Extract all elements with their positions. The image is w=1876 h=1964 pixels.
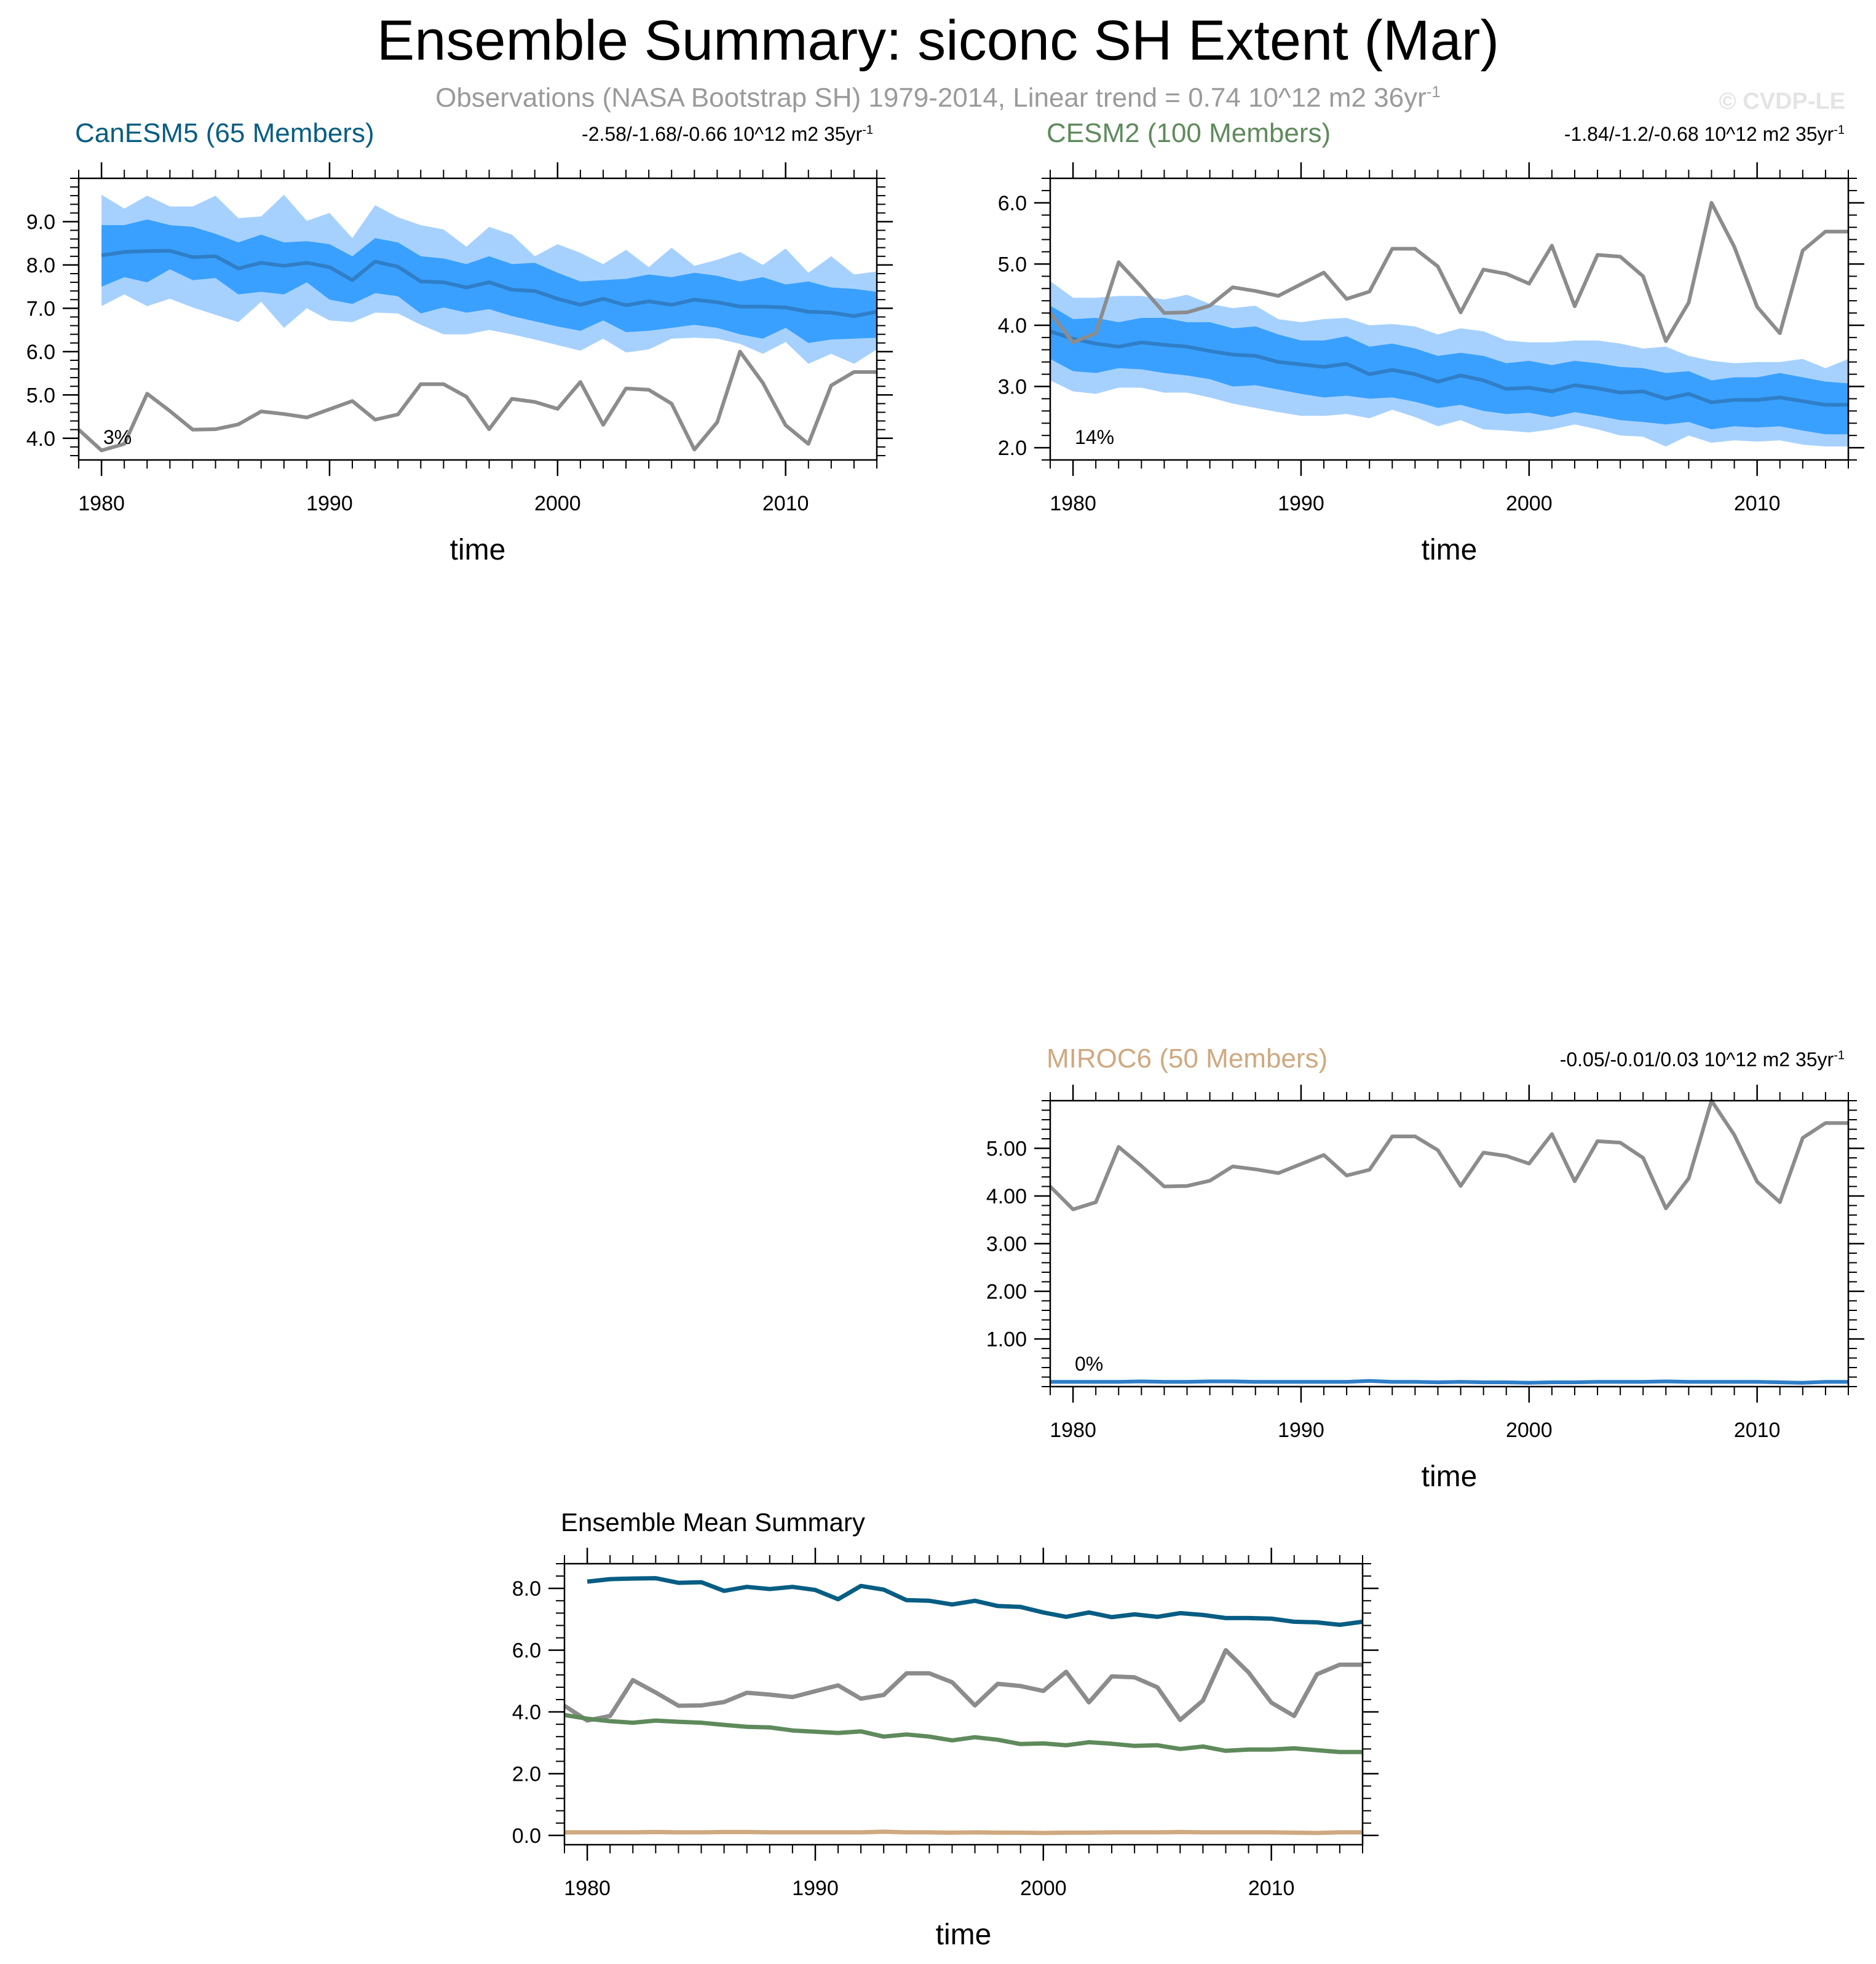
miroc6-trend-value: -0.05/-0.01/0.03 10^12 m2 35yr	[1559, 1048, 1834, 1071]
cesm2-ensemble-mean-line	[1050, 330, 1848, 407]
cesm2-plot-frame	[1049, 177, 1850, 461]
cesm2-xtick-label-2000: 2000	[1506, 492, 1553, 515]
miroc6-xtick-label-2010: 2010	[1734, 1419, 1781, 1442]
canesm5-trend-value: -2.58/-1.68/-0.66 10^12 m2 35yr	[582, 123, 863, 145]
miroc6-ytick-label-2: 3.00	[986, 1233, 1027, 1256]
summary-line-canesm5	[587, 1576, 1363, 1627]
summary-xtick-label-1990: 1990	[792, 1877, 839, 1900]
cesm2-trend-text: -1.84/-1.2/-0.68 10^12 m2 35yr-1	[1476, 123, 1845, 146]
canesm5-trend-exponent: -1	[862, 123, 873, 137]
summary-line-miroc6	[564, 1829, 1363, 1835]
cesm2-trend-value: -1.84/-1.2/-0.68 10^12 m2 35yr	[1564, 123, 1834, 145]
cesm2-percent-label: 14%	[1075, 426, 1114, 448]
miroc6-xtick-label-1990: 1990	[1278, 1419, 1324, 1442]
canesm5-x-axis-label: time	[450, 534, 506, 566]
miroc6-ytick-label-3: 4.00	[986, 1185, 1027, 1208]
canesm5-ytick-label-5: 9.0	[26, 210, 55, 234]
canesm5-ensemble-mean-line	[101, 248, 877, 319]
miroc6-ytick-label-4: 5.00	[986, 1138, 1027, 1161]
canesm5-ytick-label-0: 4.0	[26, 427, 55, 451]
cesm2-band-25-75	[1050, 306, 1848, 435]
cesm2-ytick-label-0: 2.0	[998, 437, 1027, 460]
miroc6-panel-title: MIROC6 (50 Members)	[1047, 1043, 1328, 1074]
summary-ytick-label-0: 0.0	[512, 1824, 541, 1848]
miroc6-ensemble-mean-line	[1050, 1379, 1848, 1385]
miroc6-xtick-label-2000: 2000	[1506, 1419, 1553, 1442]
canesm5-ytick-label-2: 6.0	[26, 341, 55, 364]
miroc6-x-axis-label: time	[1422, 1460, 1478, 1493]
summary-ytick-label-4: 8.0	[512, 1577, 541, 1601]
cesm2-trend-exponent: -1	[1834, 123, 1845, 137]
summary-xtick-label-2010: 2010	[1248, 1877, 1295, 1900]
summary-line-cesm2	[564, 1713, 1363, 1754]
cesm2-ytick-label-1: 3.0	[998, 376, 1027, 399]
canesm5-ytick-label-3: 7.0	[26, 297, 55, 320]
summary-line-observations	[563, 1648, 1363, 1723]
summary-ytick-label-2: 4.0	[512, 1701, 541, 1724]
canesm5-xtick-label-2010: 2010	[762, 492, 809, 515]
summary-xtick-label-1980: 1980	[564, 1877, 611, 1900]
cesm2-xtick-label-2010: 2010	[1734, 492, 1781, 515]
canesm5-xtick-label-2000: 2000	[534, 492, 581, 515]
cesm2-ytick-label-4: 6.0	[998, 192, 1027, 215]
miroc6-plot-frame	[1049, 1099, 1850, 1388]
cesm2-x-axis-label: time	[1422, 534, 1478, 566]
canesm5-plot-frame	[77, 177, 878, 461]
cesm2-xtick-label-1990: 1990	[1278, 492, 1324, 515]
canesm5-panel-title: CanESM5 (65 Members)	[75, 118, 374, 148]
miroc6-ytick-label-0: 1.00	[986, 1328, 1027, 1352]
cesm2-ytick-label-2: 4.0	[998, 314, 1027, 338]
cesm2-ytick-label-3: 5.0	[998, 253, 1027, 276]
page-title: Ensemble Summary: siconc SH Extent (Mar)	[376, 9, 1500, 72]
cesm2-observations-line	[1048, 200, 1848, 344]
canesm5-xtick-label-1980: 1980	[78, 492, 125, 515]
miroc6-trend-text: -0.05/-0.01/0.03 10^12 m2 35yr-1	[1476, 1048, 1845, 1071]
summary-x-axis-label: time	[936, 1918, 992, 1951]
summary-xtick-label-2000: 2000	[1020, 1877, 1067, 1900]
cvdp-watermark: © CVDP-LE	[1719, 89, 1845, 114]
canesm5-percent-label: 3%	[103, 426, 132, 448]
canesm5-ytick-label-1: 5.0	[26, 384, 55, 407]
canesm5-xtick-label-1990: 1990	[306, 492, 353, 515]
cesm2-xtick-label-1980: 1980	[1050, 492, 1096, 515]
subtitle-exponent: -1	[1426, 82, 1441, 101]
canesm5-ytick-label-4: 8.0	[26, 254, 55, 277]
miroc6-xtick-label-1980: 1980	[1050, 1419, 1096, 1442]
canesm5-observations-line	[77, 349, 877, 453]
summary-plot-frame	[563, 1562, 1364, 1846]
summary-panel-title: Ensemble Mean Summary	[561, 1508, 865, 1537]
miroc6-observations-line	[1048, 1099, 1848, 1211]
miroc6-ytick-label-1: 2.00	[986, 1280, 1027, 1304]
miroc6-percent-label: 0%	[1075, 1353, 1103, 1375]
observations-subtitle: Observations (NASA Bootstrap SH) 1979-20…	[0, 82, 1876, 114]
miroc6-trend-exponent: -1	[1834, 1048, 1845, 1063]
canesm5-trend-text: -2.58/-1.68/-0.66 10^12 m2 35yr-1	[504, 123, 873, 146]
subtitle-text: Observations (NASA Bootstrap SH) 1979-20…	[435, 82, 1427, 113]
summary-ytick-label-3: 6.0	[512, 1639, 541, 1663]
summary-ytick-label-1: 2.0	[512, 1762, 541, 1786]
cesm2-panel-title: CESM2 (100 Members)	[1047, 118, 1331, 148]
